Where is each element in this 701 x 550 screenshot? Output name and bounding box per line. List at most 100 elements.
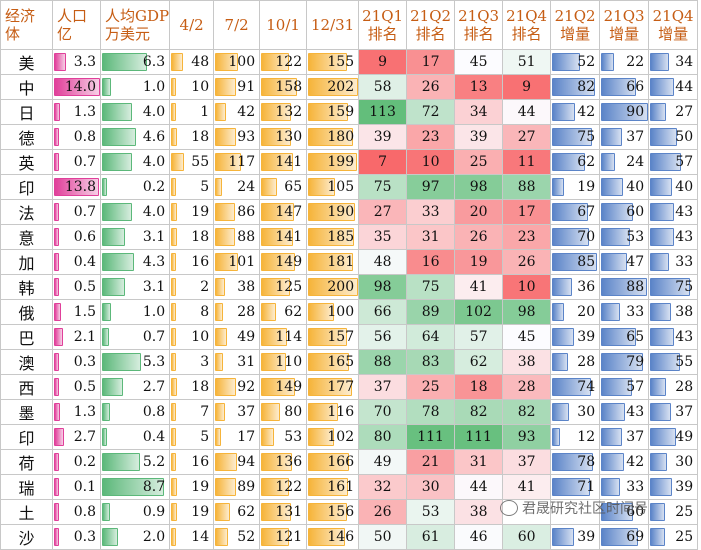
databar-cell[interactable]: 0.6 bbox=[52, 224, 101, 250]
databar-cell[interactable]: 8.7 bbox=[99, 474, 171, 500]
databar-cell[interactable]: 27 bbox=[648, 99, 699, 125]
databar-cell[interactable]: 47 bbox=[599, 249, 650, 275]
databar-cell[interactable]: 66 bbox=[599, 74, 650, 100]
rank-heatmap-cell[interactable]: 11 bbox=[502, 149, 552, 175]
databar-cell[interactable]: 49 bbox=[648, 424, 699, 450]
rank-heatmap-cell[interactable]: 50 bbox=[358, 524, 408, 550]
economy-name-cell[interactable]: 印 bbox=[0, 424, 53, 450]
databar-cell[interactable]: 19 bbox=[169, 199, 215, 225]
rank-heatmap-cell[interactable]: 88 bbox=[358, 349, 408, 375]
databar-cell[interactable]: 125 bbox=[259, 274, 308, 300]
databar-cell[interactable]: 1.5 bbox=[52, 299, 101, 325]
rank-heatmap-cell[interactable]: 89 bbox=[406, 299, 456, 325]
rank-heatmap-cell[interactable]: 26 bbox=[406, 74, 456, 100]
databar-cell[interactable]: 149 bbox=[259, 249, 308, 275]
databar-cell[interactable]: 147 bbox=[259, 199, 308, 225]
rank-heatmap-cell[interactable]: 17 bbox=[502, 199, 552, 225]
databar-cell[interactable]: 37 bbox=[599, 424, 650, 450]
economy-name-cell[interactable]: 墨 bbox=[0, 399, 53, 425]
rank-heatmap-cell[interactable]: 53 bbox=[406, 499, 456, 525]
databar-cell[interactable]: 19 bbox=[550, 174, 601, 200]
rank-heatmap-cell[interactable]: 45 bbox=[454, 49, 504, 75]
column-header[interactable]: 21Q1 排名 bbox=[358, 0, 408, 50]
rank-heatmap-cell[interactable]: 102 bbox=[454, 299, 504, 325]
rank-heatmap-cell[interactable]: 44 bbox=[454, 474, 504, 500]
databar-cell[interactable]: 121 bbox=[259, 524, 308, 550]
databar-cell[interactable]: 4.0 bbox=[99, 149, 171, 175]
databar-cell[interactable]: 100 bbox=[306, 299, 360, 325]
databar-cell[interactable]: 91 bbox=[213, 74, 261, 100]
rank-heatmap-cell[interactable]: 26 bbox=[502, 249, 552, 275]
economy-name-cell[interactable]: 英 bbox=[0, 149, 53, 175]
rank-heatmap-cell[interactable]: 27 bbox=[358, 199, 408, 225]
rank-heatmap-cell[interactable]: 78 bbox=[406, 399, 456, 425]
databar-cell[interactable]: 157 bbox=[306, 324, 360, 350]
rank-heatmap-cell[interactable]: 45 bbox=[502, 324, 552, 350]
databar-cell[interactable]: 0.5 bbox=[52, 374, 101, 400]
databar-cell[interactable]: 0.8 bbox=[99, 399, 171, 425]
databar-cell[interactable]: 38 bbox=[213, 274, 261, 300]
rank-heatmap-cell[interactable]: 26 bbox=[454, 224, 504, 250]
databar-cell[interactable]: 131 bbox=[259, 499, 308, 525]
rank-heatmap-cell[interactable]: 37 bbox=[502, 449, 552, 475]
databar-cell[interactable]: 88 bbox=[213, 224, 261, 250]
databar-cell[interactable]: 13.8 bbox=[52, 174, 101, 200]
databar-cell[interactable]: 12 bbox=[550, 424, 601, 450]
databar-cell[interactable]: 33 bbox=[648, 249, 699, 275]
databar-cell[interactable]: 74 bbox=[550, 374, 601, 400]
databar-cell[interactable]: 2.7 bbox=[52, 424, 101, 450]
rank-heatmap-cell[interactable]: 56 bbox=[358, 324, 408, 350]
databar-cell[interactable]: 166 bbox=[306, 449, 360, 475]
databar-cell[interactable]: 2 bbox=[169, 274, 215, 300]
rank-heatmap-cell[interactable]: 111 bbox=[454, 424, 504, 450]
rank-heatmap-cell[interactable]: 16 bbox=[406, 249, 456, 275]
databar-cell[interactable]: 75 bbox=[648, 274, 699, 300]
rank-heatmap-cell[interactable]: 44 bbox=[502, 99, 552, 125]
economy-name-cell[interactable]: 加 bbox=[0, 249, 53, 275]
rank-heatmap-cell[interactable]: 93 bbox=[502, 424, 552, 450]
economy-name-cell[interactable]: 意 bbox=[0, 224, 53, 250]
column-header[interactable]: 经济体 bbox=[0, 0, 53, 50]
databar-cell[interactable]: 10 bbox=[169, 324, 215, 350]
databar-cell[interactable]: 122 bbox=[259, 49, 308, 75]
databar-cell[interactable]: 16 bbox=[169, 249, 215, 275]
databar-cell[interactable]: 65 bbox=[599, 324, 650, 350]
databar-cell[interactable]: 55 bbox=[648, 349, 699, 375]
databar-cell[interactable]: 53 bbox=[259, 424, 308, 450]
databar-cell[interactable]: 1.0 bbox=[99, 74, 171, 100]
databar-cell[interactable]: 52 bbox=[213, 524, 261, 550]
economy-name-cell[interactable]: 中 bbox=[0, 74, 53, 100]
economy-name-cell[interactable]: 沙 bbox=[0, 524, 53, 550]
databar-cell[interactable]: 0.7 bbox=[52, 199, 101, 225]
databar-cell[interactable]: 37 bbox=[599, 124, 650, 150]
databar-cell[interactable]: 30 bbox=[648, 449, 699, 475]
databar-cell[interactable]: 0.7 bbox=[99, 324, 171, 350]
databar-cell[interactable]: 4.3 bbox=[99, 249, 171, 275]
column-header[interactable]: 人均GDP 万美元 bbox=[99, 0, 171, 50]
databar-cell[interactable]: 42 bbox=[599, 449, 650, 475]
column-header[interactable]: 21Q3 增量 bbox=[599, 0, 650, 50]
databar-cell[interactable]: 8 bbox=[169, 299, 215, 325]
databar-cell[interactable]: 136 bbox=[259, 449, 308, 475]
databar-cell[interactable]: 2.1 bbox=[52, 324, 101, 350]
column-header[interactable]: 21Q3 排名 bbox=[454, 0, 504, 50]
databar-cell[interactable]: 101 bbox=[213, 249, 261, 275]
column-header[interactable]: 21Q4 排名 bbox=[502, 0, 552, 50]
databar-cell[interactable]: 0.9 bbox=[99, 499, 171, 525]
rank-heatmap-cell[interactable]: 60 bbox=[502, 524, 552, 550]
databar-cell[interactable]: 18 bbox=[169, 124, 215, 150]
economy-name-cell[interactable]: 俄 bbox=[0, 299, 53, 325]
rank-heatmap-cell[interactable]: 62 bbox=[454, 349, 504, 375]
databar-cell[interactable]: 28 bbox=[648, 374, 699, 400]
rank-heatmap-cell[interactable]: 18 bbox=[454, 374, 504, 400]
databar-cell[interactable]: 28 bbox=[213, 299, 261, 325]
databar-cell[interactable]: 37 bbox=[213, 399, 261, 425]
rank-heatmap-cell[interactable]: 82 bbox=[454, 399, 504, 425]
databar-cell[interactable]: 0.7 bbox=[52, 149, 101, 175]
databar-cell[interactable]: 94 bbox=[213, 449, 261, 475]
rank-heatmap-cell[interactable]: 58 bbox=[358, 74, 408, 100]
databar-cell[interactable]: 7 bbox=[169, 399, 215, 425]
databar-cell[interactable]: 78 bbox=[550, 449, 601, 475]
databar-cell[interactable]: 57 bbox=[648, 149, 699, 175]
databar-cell[interactable]: 6.3 bbox=[99, 49, 171, 75]
